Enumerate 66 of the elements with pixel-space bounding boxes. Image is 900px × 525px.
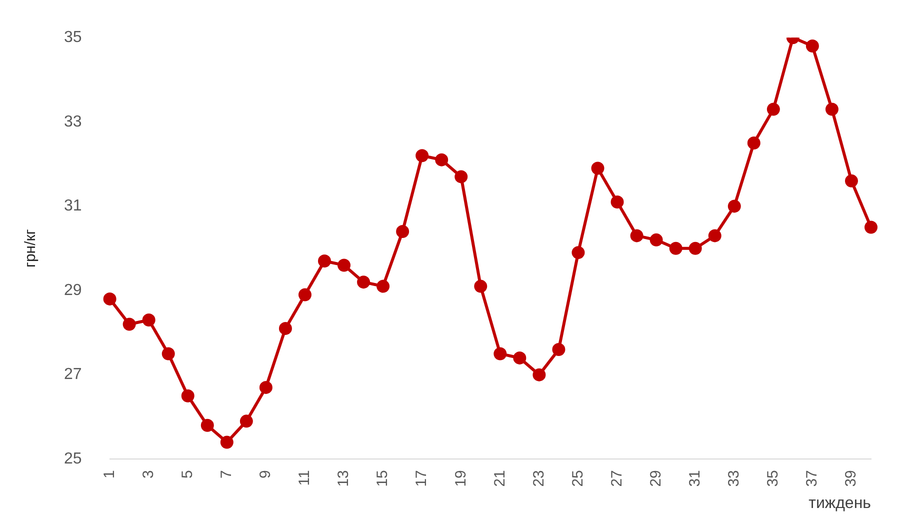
point [142, 314, 156, 327]
x-tick-label: 5 [179, 470, 196, 478]
point [844, 174, 858, 188]
x-tick-label: 39 [842, 470, 860, 487]
point [669, 242, 682, 255]
point [532, 368, 546, 382]
point [454, 170, 468, 184]
point [825, 102, 838, 116]
point [298, 288, 312, 302]
x-tick-label: 33 [726, 470, 743, 487]
point [338, 258, 351, 272]
y-tick-label: 29 [64, 282, 82, 299]
point [494, 347, 507, 360]
point [396, 224, 410, 238]
point [572, 246, 585, 260]
point [318, 254, 331, 268]
x-tick-label: 17 [413, 470, 430, 487]
x-tick-label: 27 [608, 470, 626, 487]
point [591, 162, 604, 175]
point [357, 276, 370, 289]
point [278, 322, 292, 335]
x-tick-label: 23 [530, 470, 548, 487]
point [864, 220, 878, 234]
point [103, 292, 116, 306]
point [708, 229, 722, 242]
point [610, 195, 624, 208]
x-tick-label: 25 [569, 470, 586, 487]
x-tick-label: 11 [296, 470, 314, 486]
point [728, 200, 741, 213]
x-tick-label: 21 [491, 470, 508, 487]
y-tick-label: 33 [64, 113, 82, 130]
y-tick-label: 35 [64, 29, 82, 46]
x-tick-label: 9 [257, 470, 274, 478]
y-tick-label: 31 [64, 198, 82, 215]
point [376, 280, 390, 293]
x-tick-label: 13 [335, 470, 352, 487]
point [552, 343, 566, 356]
point [513, 351, 526, 364]
point [200, 418, 214, 432]
x-tick-label: 7 [218, 470, 236, 478]
y-axis-title: грн/кг [22, 228, 40, 268]
point [747, 136, 760, 150]
point [630, 229, 644, 242]
x-tick-label: 37 [804, 470, 821, 487]
point [240, 414, 253, 428]
x-tick-label: 29 [647, 470, 664, 487]
point [122, 318, 136, 331]
point [435, 153, 448, 166]
point [650, 233, 663, 246]
x-tick-label: 31 [686, 470, 704, 487]
point [162, 347, 175, 360]
x-axis-title: тиждень [808, 494, 871, 512]
point [474, 280, 488, 293]
point [688, 242, 702, 255]
x-tick-label: 15 [374, 470, 392, 487]
x-tick-label: 19 [452, 470, 470, 487]
point [259, 380, 272, 394]
point [806, 40, 819, 53]
x-tick-label: 3 [140, 470, 157, 478]
point [220, 436, 234, 449]
x-tick-label: 35 [764, 470, 782, 487]
point [181, 389, 194, 402]
point [416, 149, 429, 162]
y-tick-label: 27 [64, 366, 82, 384]
point [766, 102, 780, 116]
x-tick-label: 1 [100, 470, 118, 478]
